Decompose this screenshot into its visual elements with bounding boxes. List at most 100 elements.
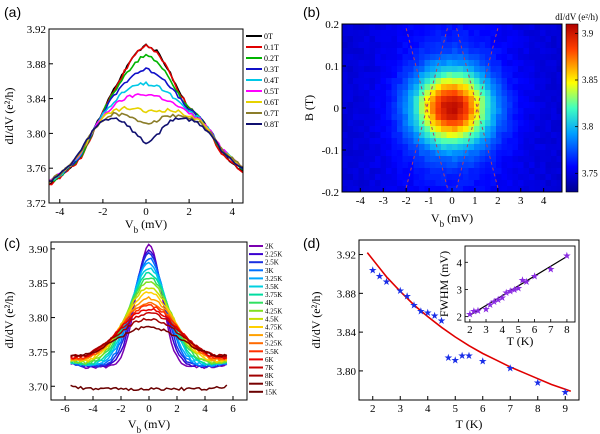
panel-b-heatmap-cell [380, 102, 387, 109]
panel-c-series-line [70, 281, 228, 365]
panel-a-series-line [49, 53, 243, 183]
panel-b-heatmap-cell [441, 30, 447, 37]
panel-b-heatmap-cell [408, 150, 414, 157]
panel-b-heatmap-cell [468, 54, 475, 61]
panel-b-y-tick-label: 0.1 [325, 61, 339, 73]
panel-b-label: (b) [303, 4, 320, 20]
panel-b-heatmap-cell [501, 120, 508, 127]
panel-b-heatmap-cell [391, 132, 398, 139]
panel-b-heatmap-cell [391, 168, 398, 175]
panel-d-xlabel: T (K) [456, 417, 483, 431]
panel-b-heatmap-cell [540, 96, 546, 103]
panel-b-heatmap-cell [435, 108, 442, 115]
panel-b-heatmap-cell [490, 54, 497, 61]
panel-b-heatmap-cell [402, 138, 409, 145]
panel-b-heatmap-cell [375, 162, 381, 169]
panel-b-heatmap-cell [518, 36, 524, 43]
panel-b-heatmap-cell [369, 120, 376, 127]
panel-b-heatmap-cell [347, 144, 354, 151]
panel-b-heatmap-cell [490, 114, 497, 121]
panel-b-heatmap-cell [463, 168, 469, 175]
panel-b-heatmap-cell [545, 66, 552, 73]
panel-b-heatmap-cell [507, 180, 513, 187]
panel-b-heatmap-cell [386, 102, 392, 109]
panel-b-heatmap-cell [518, 78, 524, 85]
panel-b-heatmap-cell [534, 42, 541, 49]
panel-b-heatmap-cell [397, 48, 403, 55]
panel-a-legend-label: 0.7T [264, 109, 279, 118]
panel-b-heatmap-cell [441, 36, 447, 43]
panel-b-heatmap-cell [413, 132, 420, 139]
panel-b-heatmap-cell [452, 144, 458, 151]
panel-b-heatmap-cell [397, 114, 403, 121]
panel-b-heatmap-cell [358, 42, 365, 49]
panel-c-y-ticks: 3.70 3.75 3.80 3.85 3.90 [29, 244, 55, 393]
panel-b-heatmap-cell [391, 36, 398, 43]
panel-b-heatmap-cell [446, 138, 453, 145]
panel-b-heatmap-cell [463, 162, 469, 169]
panel-b-heatmap-cell [446, 132, 453, 139]
panel-b-heatmap-cell [457, 78, 464, 85]
panel-b-heatmap-cell [413, 90, 420, 97]
panel-b-heatmap-cell [375, 168, 381, 175]
panel-b-heatmap-cell [380, 72, 387, 79]
panel-b-heatmap-cell [551, 48, 557, 55]
panel-c-series-line [70, 325, 228, 358]
panel-d-inset-data-point: ★ [473, 306, 482, 317]
panel-b-heatmap-cell [485, 150, 491, 157]
panel-b-heatmap-cell [375, 180, 381, 187]
panel-b-heatmap-cell [369, 60, 376, 67]
panel-b-heatmap-cell [457, 180, 464, 187]
panel-d-data-point: ★ [375, 271, 384, 282]
panel-b-heatmap-cell [501, 114, 508, 121]
panel-b-heatmap-cell [457, 186, 464, 192]
panel-b-heatmap-cell [507, 126, 513, 133]
panel-b-heatmap-cell [545, 180, 552, 187]
panel-b-heatmap-cell [391, 144, 398, 151]
panel-d-inset-data-point: ★ [486, 300, 495, 311]
panel-b-heatmap-cell [490, 42, 497, 49]
panel-b-heatmap-cell [490, 30, 497, 37]
panel-b-heatmap-cell [479, 132, 486, 139]
panel-b-heatmap-cell [452, 24, 458, 31]
panel-b-heatmap-cell [408, 114, 414, 121]
panel-b-heatmap-cell [435, 144, 442, 151]
panel-b-heatmap-cell [375, 66, 381, 73]
panel-b-heatmap-cell [413, 24, 420, 31]
panel-c-legend-label: 4.5K [265, 315, 279, 323]
panel-b-heatmap-cell [430, 42, 436, 49]
panel-b-heatmap-cell [408, 36, 414, 43]
panel-b-heatmap-cell [342, 132, 348, 139]
panel-b-heatmap-cell [496, 108, 502, 115]
panel-b-heatmap-cell [419, 66, 425, 73]
panel-b-heatmap-cell [490, 66, 497, 73]
panel-b-heatmap-cell [490, 174, 497, 181]
panel-b-heatmap-cell [540, 30, 546, 37]
panel-b-heatmap-cell [391, 174, 398, 181]
panel-b-heatmap-cell [441, 150, 447, 157]
panel-b-heatmap-cell [446, 108, 453, 115]
panel-b-heatmap-cell [364, 108, 370, 115]
panel-b-heatmap-cell [342, 60, 348, 67]
panel-b-heatmap-cell [474, 114, 480, 121]
panel-b-heatmap-cell [446, 24, 453, 31]
panel-b-heatmap-cell [347, 96, 354, 103]
panel-b-heatmap-cell [408, 42, 414, 49]
panel-b-heatmap-cell [474, 150, 480, 157]
panel-b-heatmap-cell [518, 66, 524, 73]
panel-b-heatmap-cell [457, 66, 464, 73]
panel-d-data-point: ★ [368, 266, 377, 277]
panel-b-heatmap-cell [435, 96, 442, 103]
panel-b-heatmap-cell [402, 72, 409, 79]
panel-b-heatmap-cell [358, 60, 365, 67]
panel-b-heatmap-cell [490, 60, 497, 67]
panel-b-heatmap-cell [551, 114, 557, 121]
panel-b-heatmap-cell [353, 36, 359, 43]
panel-b-heatmap-cell [490, 138, 497, 145]
panel-b-heatmap-cell [419, 78, 425, 85]
panel-c-legend-label: 4K [265, 299, 274, 307]
panel-b-heatmap-cell [496, 30, 502, 37]
panel-b-heatmap-cell [391, 150, 398, 157]
panel-a-x-tick-label: -4 [55, 206, 65, 218]
